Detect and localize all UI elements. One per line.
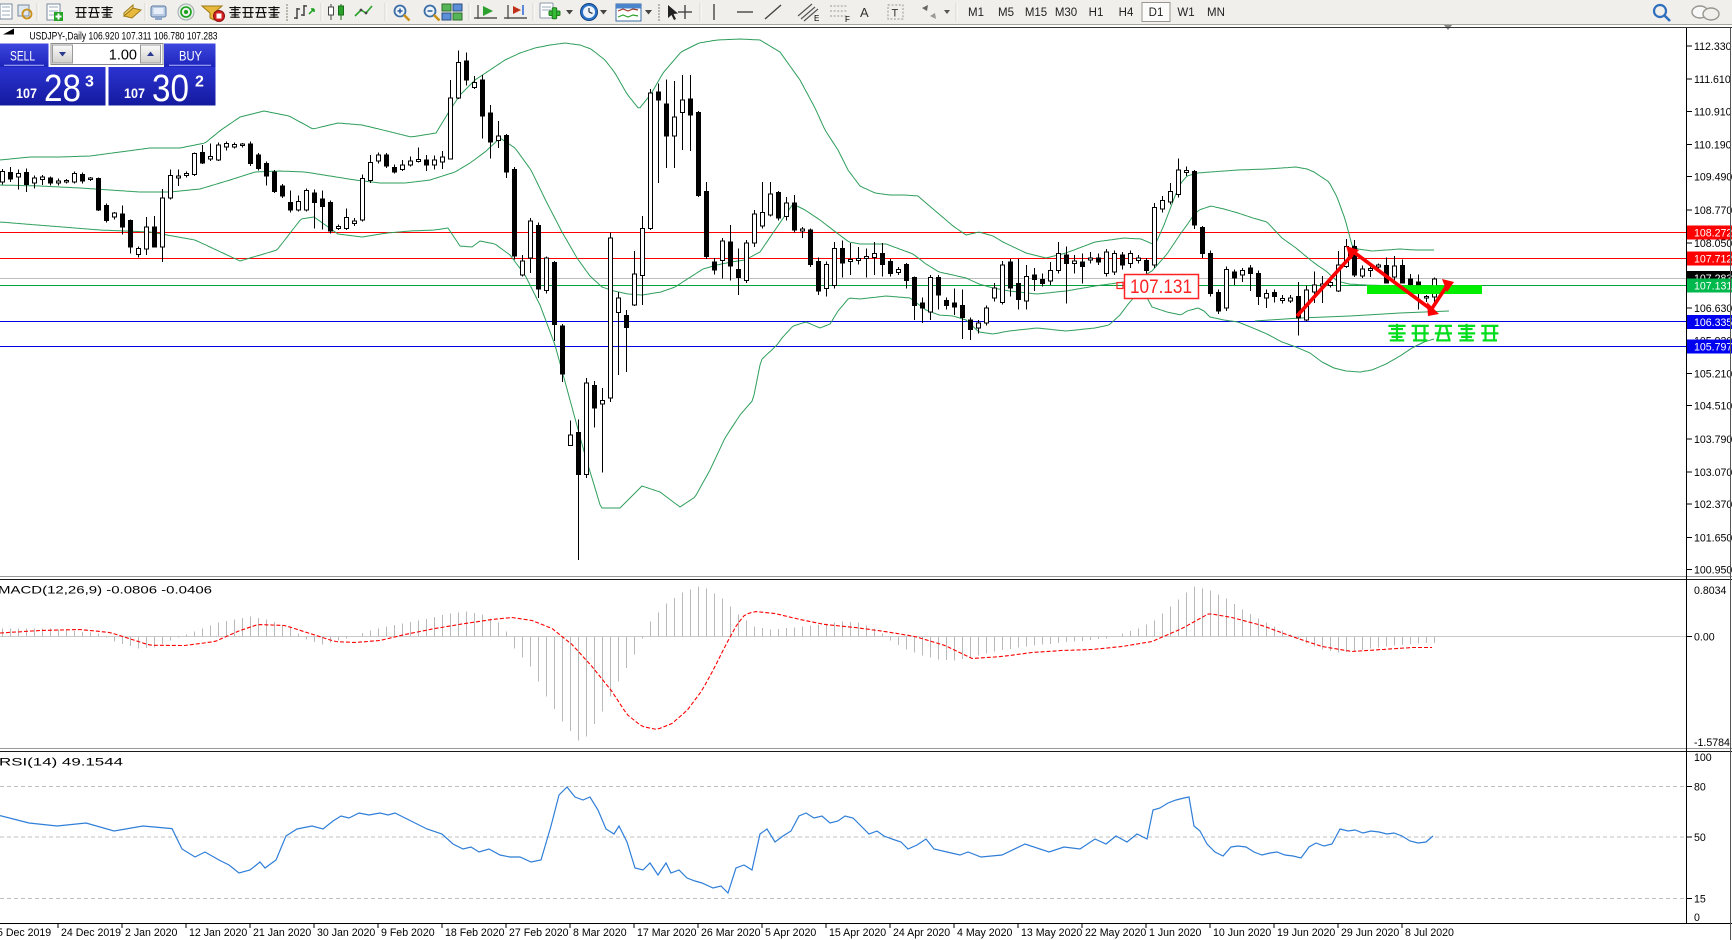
svg-text:24 Apr 2020: 24 Apr 2020	[893, 927, 950, 939]
svg-text:0.00: 0.00	[1694, 632, 1715, 644]
svg-text:30 Jan 2020: 30 Jan 2020	[317, 927, 375, 939]
svg-text:112.330: 112.330	[1694, 41, 1732, 53]
svg-text:BUY: BUY	[179, 49, 202, 64]
svg-text:8 Mar 2020: 8 Mar 2020	[573, 927, 627, 939]
svg-text:13 May 2020: 13 May 2020	[1021, 927, 1082, 939]
svg-text:F: F	[845, 15, 850, 24]
svg-text:M5: M5	[998, 7, 1014, 19]
svg-text:103.790: 103.790	[1694, 434, 1732, 446]
svg-text:MACD(12,26,9) -0.0806 -0.0406: MACD(12,26,9) -0.0806 -0.0406	[0, 585, 212, 597]
svg-text:9 Feb 2020: 9 Feb 2020	[381, 927, 435, 939]
svg-text:110.190: 110.190	[1694, 139, 1732, 151]
svg-text:100: 100	[1694, 752, 1712, 764]
svg-text:108.272: 108.272	[1694, 228, 1732, 240]
svg-text:M1: M1	[968, 7, 984, 19]
svg-text:107.712: 107.712	[1694, 253, 1732, 265]
svg-text:24 Dec 2019: 24 Dec 2019	[61, 927, 121, 939]
svg-text:8 Jul 2020: 8 Jul 2020	[1405, 927, 1454, 939]
svg-text:15 Apr 2020: 15 Apr 2020	[829, 927, 886, 939]
svg-text:USDJPY-,Daily 106.920 107.311: USDJPY-,Daily 106.920 107.311 106.780 10…	[30, 31, 218, 43]
svg-text:H1: H1	[1089, 7, 1104, 19]
svg-text:30: 30	[152, 68, 189, 110]
svg-text:T: T	[892, 8, 899, 20]
svg-text:D1: D1	[1149, 7, 1164, 19]
svg-text:102.370: 102.370	[1694, 499, 1732, 511]
svg-text:5 Dec 2019: 5 Dec 2019	[0, 927, 51, 939]
svg-text:107: 107	[124, 86, 145, 101]
svg-text:107.131: 107.131	[1130, 276, 1192, 298]
svg-text:22 May 2020: 22 May 2020	[1085, 927, 1146, 939]
svg-text:5 Apr 2020: 5 Apr 2020	[765, 927, 816, 939]
svg-text:26 Mar 2020: 26 Mar 2020	[701, 927, 761, 939]
svg-text:15: 15	[1694, 894, 1706, 906]
svg-text:108.770: 108.770	[1694, 205, 1732, 217]
svg-text:M15: M15	[1025, 7, 1047, 19]
svg-text:110.910: 110.910	[1694, 106, 1732, 118]
svg-text:28: 28	[44, 68, 81, 110]
svg-text:1.00: 1.00	[109, 48, 137, 64]
svg-text:MN: MN	[1207, 7, 1225, 19]
svg-text:101.650: 101.650	[1694, 532, 1732, 544]
svg-text:1 Jun 2020: 1 Jun 2020	[1149, 927, 1202, 939]
svg-text:2: 2	[195, 74, 204, 91]
svg-text:17 Mar 2020: 17 Mar 2020	[637, 927, 697, 939]
svg-text:27 Feb 2020: 27 Feb 2020	[509, 927, 569, 939]
svg-text:A: A	[860, 5, 869, 20]
svg-text:3: 3	[85, 74, 94, 91]
svg-text:10 Jun 2020: 10 Jun 2020	[1213, 927, 1271, 939]
svg-text:103.070: 103.070	[1694, 467, 1732, 479]
svg-text:105.797: 105.797	[1694, 342, 1732, 354]
svg-text:H4: H4	[1119, 7, 1134, 19]
svg-text:104.510: 104.510	[1694, 401, 1732, 413]
svg-text:21 Jan 2020: 21 Jan 2020	[253, 927, 311, 939]
svg-text:111.610: 111.610	[1694, 74, 1731, 86]
svg-text:107: 107	[16, 86, 37, 101]
svg-text:0.8034: 0.8034	[1694, 585, 1727, 597]
svg-text:M30: M30	[1055, 7, 1077, 19]
svg-text:4 May 2020: 4 May 2020	[957, 927, 1012, 939]
svg-text:80: 80	[1694, 782, 1706, 794]
svg-text:108.050: 108.050	[1694, 238, 1732, 250]
svg-text:RSI(14) 49.1544: RSI(14) 49.1544	[0, 757, 123, 769]
svg-text:18 Feb 2020: 18 Feb 2020	[445, 927, 505, 939]
svg-text:29 Jun 2020: 29 Jun 2020	[1341, 927, 1399, 939]
svg-text:106.630: 106.630	[1694, 303, 1732, 315]
svg-text:100.950: 100.950	[1694, 565, 1732, 577]
svg-text:2 Jan 2020: 2 Jan 2020	[125, 927, 178, 939]
svg-text:50: 50	[1694, 832, 1706, 844]
svg-text:19 Jun 2020: 19 Jun 2020	[1277, 927, 1335, 939]
svg-text:0: 0	[1694, 912, 1700, 924]
svg-text:106.335: 106.335	[1694, 317, 1732, 329]
svg-text:-1.5784: -1.5784	[1694, 737, 1730, 749]
svg-text:105.210: 105.210	[1694, 369, 1732, 381]
svg-text:W1: W1	[1177, 7, 1194, 19]
svg-text:E: E	[814, 14, 819, 23]
svg-text:107.131: 107.131	[1694, 280, 1732, 292]
svg-text:SELL: SELL	[10, 49, 35, 64]
svg-text:109.490: 109.490	[1694, 172, 1732, 184]
svg-text:12 Jan 2020: 12 Jan 2020	[189, 927, 247, 939]
